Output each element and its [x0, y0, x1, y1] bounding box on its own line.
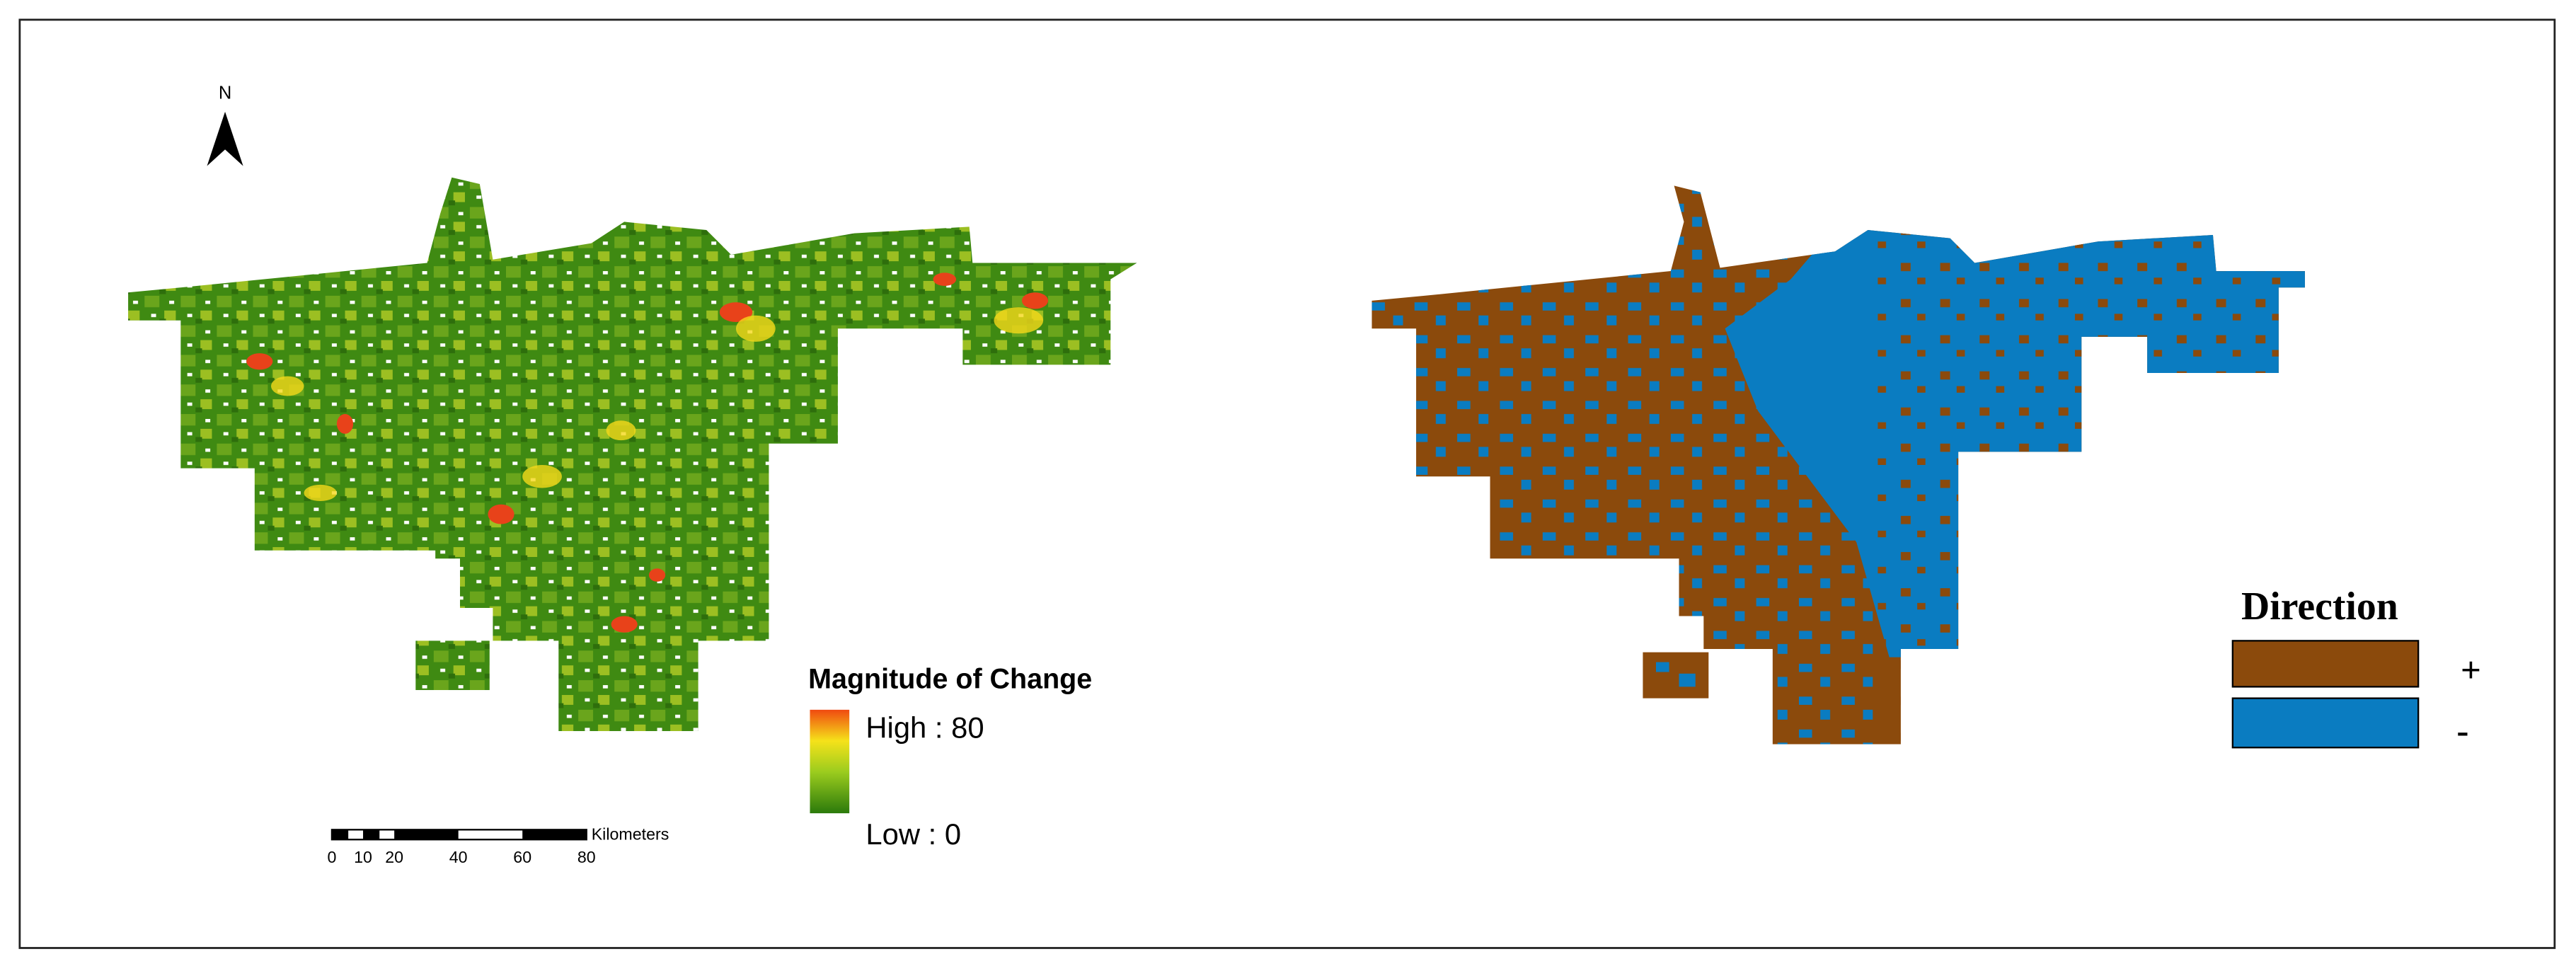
legend-high: High : 80: [866, 711, 984, 744]
scale-label: 20: [385, 848, 403, 866]
scale-label: 10: [354, 848, 372, 866]
legend-swatch: [2231, 697, 2420, 749]
magnitude-legend: Magnitude of Change High : 80 Low : 0: [808, 664, 1092, 851]
scale-label: 40: [449, 848, 468, 866]
legend-label: -: [2456, 711, 2468, 751]
legend-title: Direction: [2241, 585, 2398, 628]
magnitude-map: [128, 177, 1137, 732]
legend-low: Low : 0: [866, 817, 961, 851]
scale-bar: Kilometers 0 10 20 40 60 80: [327, 825, 669, 866]
legend-label: +: [2461, 650, 2481, 690]
scale-label: 0: [327, 848, 336, 866]
north-label: N: [219, 83, 231, 103]
frame: [18, 18, 2556, 949]
legend-title: Magnitude of Change: [808, 664, 1092, 695]
direction-map: [1372, 185, 2305, 745]
north-arrow: N: [207, 83, 243, 166]
direction-legend: Direction + -: [2231, 585, 2481, 751]
scale-label: 60: [513, 848, 531, 866]
scale-unit: Kilometers: [592, 825, 669, 843]
scale-label: 80: [577, 848, 596, 866]
legend-swatch: [2231, 640, 2420, 688]
